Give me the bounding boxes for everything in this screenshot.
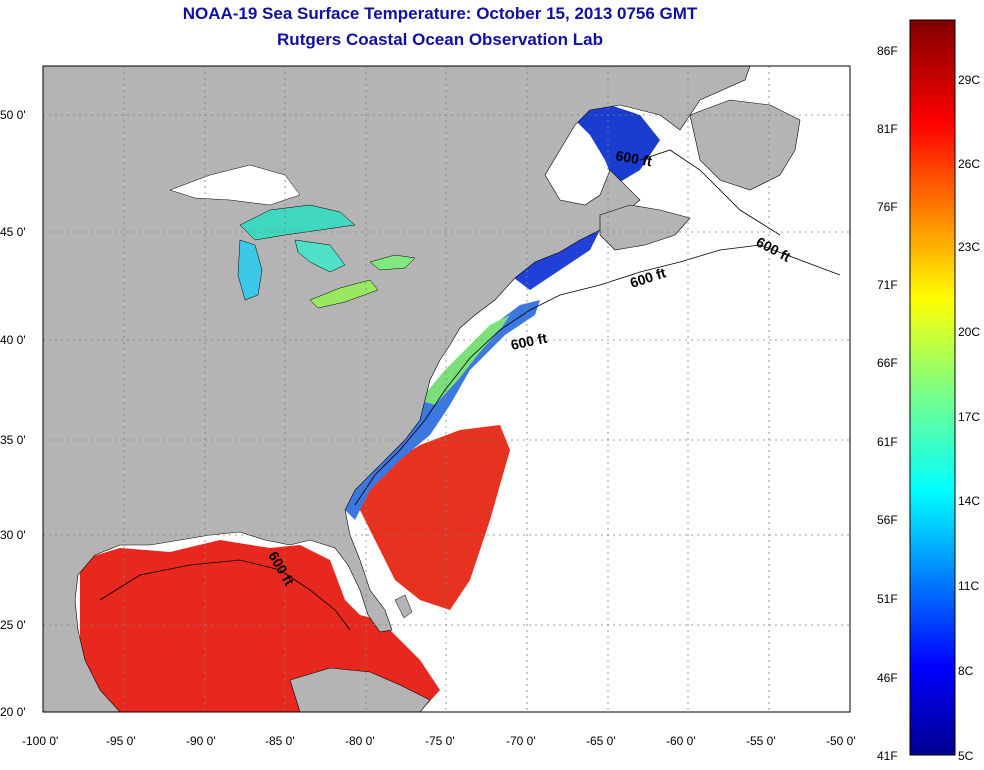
hudson-bay-fragment [169,164,301,206]
nova-scotia-land [599,204,691,251]
lon-label: -75 0' [425,734,455,748]
lake-ontario [369,254,416,271]
colorbar-c-label: 14C [958,494,980,508]
colorbar-f-label: 51F [877,592,898,606]
map-border [42,65,851,713]
lake-erie [309,279,379,309]
lon-label: -95 0' [106,734,136,748]
lat-label: 20 0' [0,705,26,719]
lat-label: 30 0' [0,528,26,542]
bahamas-land [394,594,413,619]
lat-label: 25 0' [0,618,26,632]
contour-line [354,244,841,506]
colorbar-f-label: 71F [877,278,898,292]
graticule [43,66,850,712]
contour-label: 600 ft [509,330,548,353]
lon-label: -65 0' [586,734,616,748]
coastal-cool-water [340,300,540,520]
colorbar-c-label: 5C [958,749,974,763]
colorbar: 86F 81F 76F 71F 66F 61F 56F 51F 46F 41F … [877,19,980,763]
colorbar-f-label: 81F [877,122,898,136]
map-subtitle: Rutgers Coastal Ocean Observation Lab [277,30,603,49]
colorbar-gradient [909,19,956,756]
colorbar-c-label: 23C [958,240,980,254]
north-america-land [43,66,751,712]
contour-label: 600 ft [614,147,653,169]
lon-label: -90 0' [186,734,216,748]
shelf-green-water [420,315,510,405]
lake-superior [239,204,356,241]
colorbar-f-label: 61F [877,435,898,449]
cuba-land [289,667,431,712]
lat-label: 45 0' [0,225,26,239]
colorbar-f-label: 66F [877,356,898,370]
contour-line [99,559,351,631]
gulf-of-maine-water [510,230,600,290]
lon-label: -50 0' [826,734,856,748]
colorbar-f-label: 76F [877,200,898,214]
colorbar-c-label: 8C [958,664,974,678]
lon-label: -55 0' [746,734,776,748]
newfoundland-land [689,99,801,191]
colorbar-c-label: 11C [958,579,979,593]
lat-label: 35 0' [0,433,26,447]
lake-huron [294,239,346,273]
colorbar-f-label: 41F [877,749,898,763]
lat-label: 50 0' [0,108,26,122]
contour-line [639,149,781,236]
atlantic-warm-water [355,425,510,610]
colorbar-c-label: 29C [958,73,980,87]
st-lawrence-water [570,105,660,185]
lat-label: 40 0' [0,333,26,347]
colorbar-c-label: 20C [958,325,980,339]
colorbar-f-label: 46F [877,671,898,685]
lon-label: -80 0' [345,734,375,748]
colorbar-c-label: 26C [958,157,980,171]
lon-label: -100 0' [22,734,58,748]
gulf-warm-water [80,540,440,712]
lon-label: -60 0' [666,734,696,748]
lake-michigan [237,239,263,301]
colorbar-f-label: 56F [877,513,898,527]
longitude-axis: -100 0' -95 0' -90 0' -85 0' -80 0' -75 … [22,734,856,748]
colorbar-c-label: 17C [958,410,980,424]
latitude-axis: 50 0' 45 0' 40 0' 35 0' 30 0' 25 0' 20 0… [0,108,26,719]
lon-label: -85 0' [265,734,295,748]
colorbar-f-label: 86F [877,44,898,58]
map-title: NOAA-19 Sea Surface Temperature: October… [182,4,698,23]
lon-label: -70 0' [506,734,536,748]
